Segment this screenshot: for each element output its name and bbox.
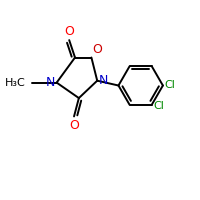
Text: N: N <box>46 76 55 89</box>
Text: N: N <box>99 74 108 87</box>
Text: Cl: Cl <box>165 80 176 90</box>
Text: O: O <box>69 119 79 132</box>
Text: Cl: Cl <box>154 101 165 111</box>
Text: O: O <box>92 43 102 56</box>
Text: H₃C: H₃C <box>5 78 26 88</box>
Text: O: O <box>64 25 74 38</box>
